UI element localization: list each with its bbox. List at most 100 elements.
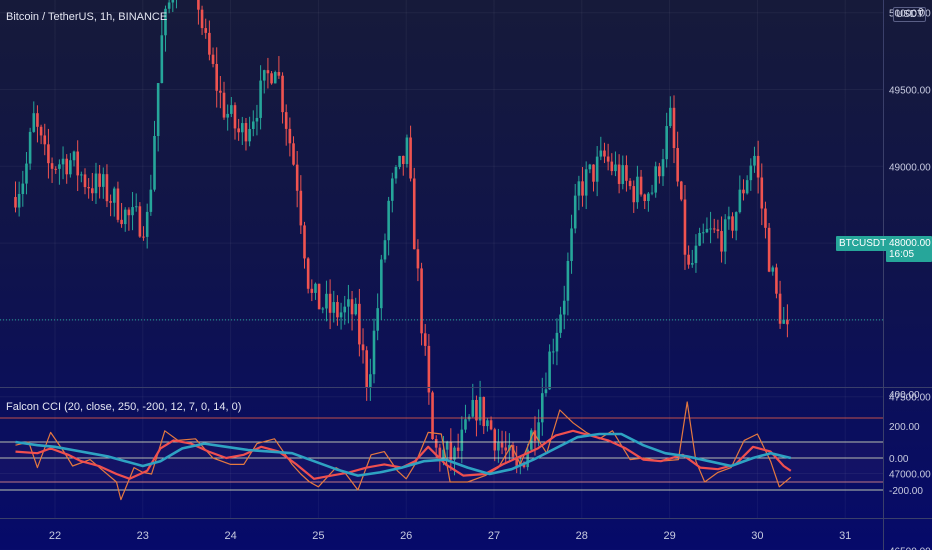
price-axis[interactable]: 50500.0050000.0049500.0049000.0048500.00… <box>889 0 931 550</box>
candle-body <box>369 374 372 388</box>
candle-body <box>138 206 142 237</box>
candle-body <box>764 208 767 228</box>
candle-body <box>672 107 676 149</box>
candle-body <box>654 166 657 193</box>
candle-body <box>482 397 486 427</box>
grid <box>0 0 883 550</box>
candle-body <box>464 419 467 430</box>
candle-body <box>742 189 745 194</box>
candle-body <box>749 165 753 181</box>
candle-body <box>156 83 160 136</box>
candle-body <box>43 135 47 145</box>
candle-body <box>21 183 25 195</box>
scale-mode-button[interactable]: 0 <box>918 7 924 18</box>
time-tick: 22 <box>49 530 61 542</box>
price-tick: 50000.00 <box>889 9 931 20</box>
candle-body <box>453 447 456 460</box>
candle-body <box>262 70 266 81</box>
candle-body <box>153 135 156 190</box>
candle-body <box>387 200 390 241</box>
candle-body <box>127 209 131 216</box>
candle-body <box>251 121 255 129</box>
candle-body <box>394 166 398 179</box>
candle-body <box>669 107 672 127</box>
current-price-label: 48000.00 16:05 <box>886 236 932 262</box>
candle-body <box>431 392 434 440</box>
candle-body <box>497 442 500 451</box>
candle-body <box>562 300 566 315</box>
candle-body <box>28 131 32 164</box>
current-price: 48000.00 <box>889 238 931 249</box>
candle-body <box>731 216 734 231</box>
candle-body <box>636 176 639 203</box>
candle-body <box>266 70 270 74</box>
candle-body <box>442 449 445 462</box>
cci-levels <box>0 417 883 491</box>
price-tick: 47500.00 <box>889 393 931 404</box>
candle-body <box>540 393 544 423</box>
candle-body <box>632 186 636 203</box>
candle-body <box>142 236 145 238</box>
candle-body <box>650 192 654 194</box>
candle-body <box>639 176 643 195</box>
price-tick: 47000.00 <box>889 470 931 481</box>
candle-body <box>233 105 237 129</box>
candle-body <box>244 123 248 142</box>
candlestick-series <box>14 0 789 476</box>
candle-body <box>200 9 204 29</box>
candle-body <box>658 166 661 177</box>
price-tick: 49000.00 <box>889 162 931 173</box>
candle-body <box>460 429 464 451</box>
candle-body <box>167 2 171 9</box>
candle-body <box>445 441 449 450</box>
candle-body <box>581 181 584 196</box>
indicator-tick: -200.00 <box>889 486 923 497</box>
candle-body <box>197 0 200 10</box>
candle-body <box>771 267 775 272</box>
candle-body <box>617 164 621 184</box>
candle-body <box>734 212 738 231</box>
candle-body <box>317 283 321 310</box>
time-tick: 30 <box>751 530 763 542</box>
candle-body <box>420 268 423 334</box>
candle-body <box>54 168 58 170</box>
currency-button[interactable]: USDT <box>893 7 927 22</box>
candle-body <box>573 195 577 229</box>
candle-body <box>380 259 383 309</box>
candle-body <box>255 117 259 122</box>
candle-body <box>383 240 387 260</box>
candle-body <box>478 397 482 421</box>
candle-body <box>237 128 240 133</box>
candle-body <box>343 306 347 313</box>
candle-body <box>665 126 668 160</box>
symbol-label: BTCUSDT <box>836 236 890 251</box>
candle-body <box>241 123 244 133</box>
candle-body <box>559 314 562 333</box>
candle-body <box>683 199 687 255</box>
candle-body <box>98 173 101 187</box>
candle-body <box>284 112 288 129</box>
time-tick: 23 <box>137 530 149 542</box>
time-tick: 27 <box>488 530 500 542</box>
candle-body <box>354 303 358 315</box>
candle-body <box>409 137 412 179</box>
candle-body <box>390 178 394 201</box>
candle-body <box>76 151 79 176</box>
candle-body <box>17 194 21 208</box>
candle-body <box>65 158 69 175</box>
candle-body <box>727 216 731 220</box>
time-axis[interactable]: 22 23 24 25 26 27 28 29 30 31 <box>49 530 851 542</box>
price-tick: 49500.00 <box>889 86 931 97</box>
candle-body <box>530 430 533 450</box>
candle-body <box>592 164 595 182</box>
cci-fast-line <box>15 401 792 501</box>
candle-body <box>69 160 72 175</box>
candle-body <box>47 144 50 164</box>
candle-body <box>555 332 559 352</box>
candle-body <box>149 189 153 212</box>
indicator-axis[interactable]: 400.00 200.00 0.00 -200.00 <box>889 390 923 497</box>
candle-body <box>756 155 760 178</box>
